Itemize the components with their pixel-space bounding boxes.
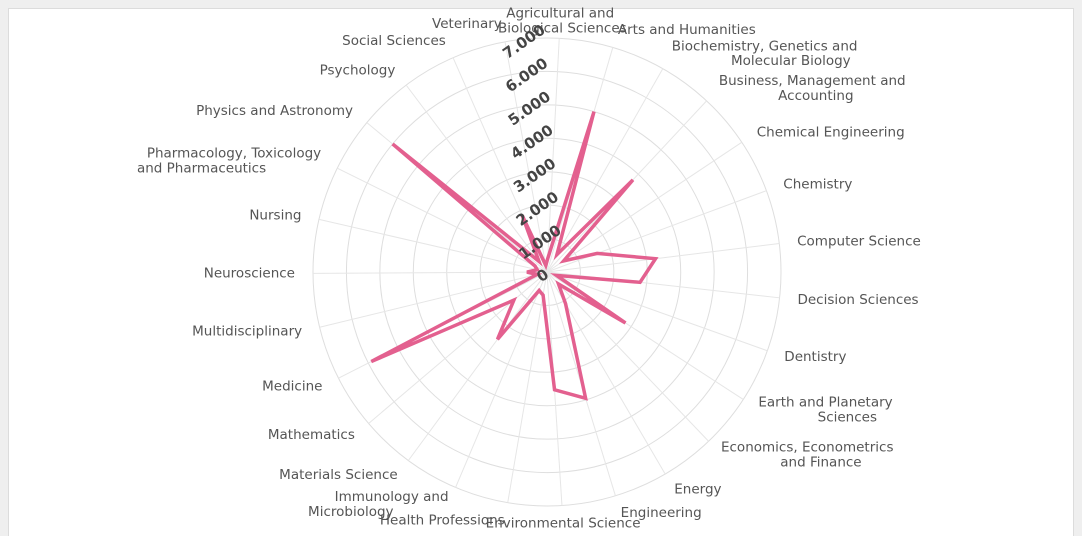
spoke xyxy=(546,141,743,273)
spoke xyxy=(455,271,548,488)
grid-ring xyxy=(345,70,749,474)
category-label: Dentistry xyxy=(784,349,846,365)
label-line: Pharmacology, Toxicology xyxy=(147,145,321,161)
category-label: Medicine xyxy=(262,378,322,394)
grid-ring xyxy=(379,104,715,440)
label-line: Microbiology xyxy=(304,504,394,520)
category-label: Energy xyxy=(674,482,721,498)
label-line: Biochemistry, Genetics and xyxy=(672,38,858,54)
label-line: Earth and Planetary xyxy=(758,394,892,410)
category-label: Mathematics xyxy=(268,427,355,443)
category-label: Engineering xyxy=(621,505,702,521)
spoke xyxy=(546,271,709,442)
label-line: and Finance xyxy=(776,454,862,470)
category-label: Social Sciences xyxy=(342,33,446,49)
spoke xyxy=(337,167,548,273)
spoke xyxy=(405,84,548,273)
label-line: Accounting xyxy=(774,88,854,104)
category-label: Arts and Humanities xyxy=(618,22,756,38)
label-line: and Pharmaceutics xyxy=(133,160,266,176)
label-line: Business, Management and xyxy=(719,73,906,89)
spoke xyxy=(546,190,767,273)
spoke xyxy=(319,271,548,328)
category-label: Physics and Astronomy xyxy=(196,103,353,119)
category-label: Neuroscience xyxy=(204,265,295,281)
spoke xyxy=(546,68,664,273)
spoke xyxy=(313,271,548,274)
category-label: Biochemistry, Genetics and Molecular Bio… xyxy=(672,38,858,69)
category-label: Materials Science xyxy=(279,467,398,483)
category-label: Psychology xyxy=(320,63,396,79)
label-line: Molecular Biology xyxy=(727,53,851,69)
spoke xyxy=(507,271,548,503)
category-label: Decision Sciences xyxy=(797,292,918,308)
category-label: Environmental Science xyxy=(486,515,641,531)
category-label: Chemistry xyxy=(783,176,852,192)
category-label: Health Professions xyxy=(380,512,505,528)
grid-ring xyxy=(412,137,682,407)
category-label: Agricultural and Biological Sciences xyxy=(494,6,627,37)
label-line: Immunology and xyxy=(335,489,449,505)
spoke xyxy=(504,41,548,273)
category-label: Immunology and Microbiology xyxy=(304,489,449,520)
label-line: Economics, Econometrics xyxy=(721,440,894,456)
spoke xyxy=(546,38,560,273)
label-line: Biological Sciences xyxy=(494,20,627,36)
category-label: Chemical Engineering xyxy=(757,124,905,140)
spoke xyxy=(546,242,780,273)
category-label: Economics, Econometrics and Finance xyxy=(721,440,894,471)
spoke xyxy=(318,218,548,273)
category-label: Pharmacology, Toxicology and Pharmaceuti… xyxy=(133,145,321,176)
category-label: Nursing xyxy=(249,207,301,223)
category-label: Earth and Planetary Sciences xyxy=(758,394,892,425)
spoke xyxy=(368,271,548,424)
spoke xyxy=(407,271,548,461)
grid-ring xyxy=(312,37,782,507)
label-line: Agricultural and xyxy=(506,6,614,22)
category-label: Multidisciplinary xyxy=(192,324,302,340)
spoke xyxy=(546,271,768,352)
category-label: Veterinary xyxy=(432,16,502,32)
series-line xyxy=(370,111,659,401)
category-label: Computer Science xyxy=(797,233,921,249)
category-label: Business, Management and Accounting xyxy=(719,73,906,104)
label-line: Sciences xyxy=(813,409,877,425)
